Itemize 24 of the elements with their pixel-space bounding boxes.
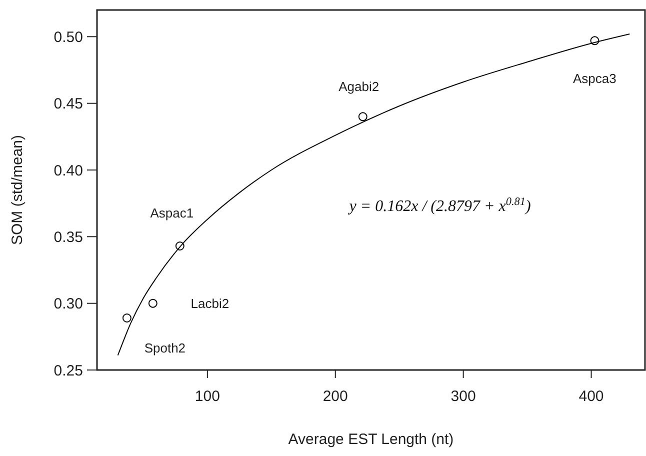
y-tick-label: 0.45 xyxy=(54,96,83,113)
x-tick-label: 200 xyxy=(322,388,348,405)
y-tick-label: 0.30 xyxy=(54,296,83,313)
point xyxy=(148,298,158,308)
y-axis-title: SOM (std/mean) xyxy=(9,134,26,246)
y-tick-label: 0.35 xyxy=(54,228,83,246)
annotation: Spoth2 xyxy=(144,340,186,356)
annotation: Aspca3 xyxy=(573,71,616,86)
line-series xyxy=(117,34,630,356)
x-tick-label: 300 xyxy=(450,388,476,405)
x-axis-title: Average EST Length (nt) xyxy=(288,431,454,448)
point xyxy=(590,36,600,46)
y-tick-label: 0.25 xyxy=(54,362,83,380)
point xyxy=(175,242,184,250)
y-tick-label: 0.50 xyxy=(54,28,83,46)
annotation: Lacbi2 xyxy=(190,296,230,311)
annotation: y = 0.162x / (2.8797 + x$^{0.81}$) xyxy=(347,196,531,215)
x-tick-label: 100 xyxy=(194,388,220,405)
annotation: Aspac1 xyxy=(150,206,194,221)
x-tick-label: 400 xyxy=(578,388,604,405)
y-tick-label: 0.40 xyxy=(54,162,83,180)
point xyxy=(358,112,368,122)
point xyxy=(122,314,132,322)
annotation: Agabi2 xyxy=(338,79,380,94)
